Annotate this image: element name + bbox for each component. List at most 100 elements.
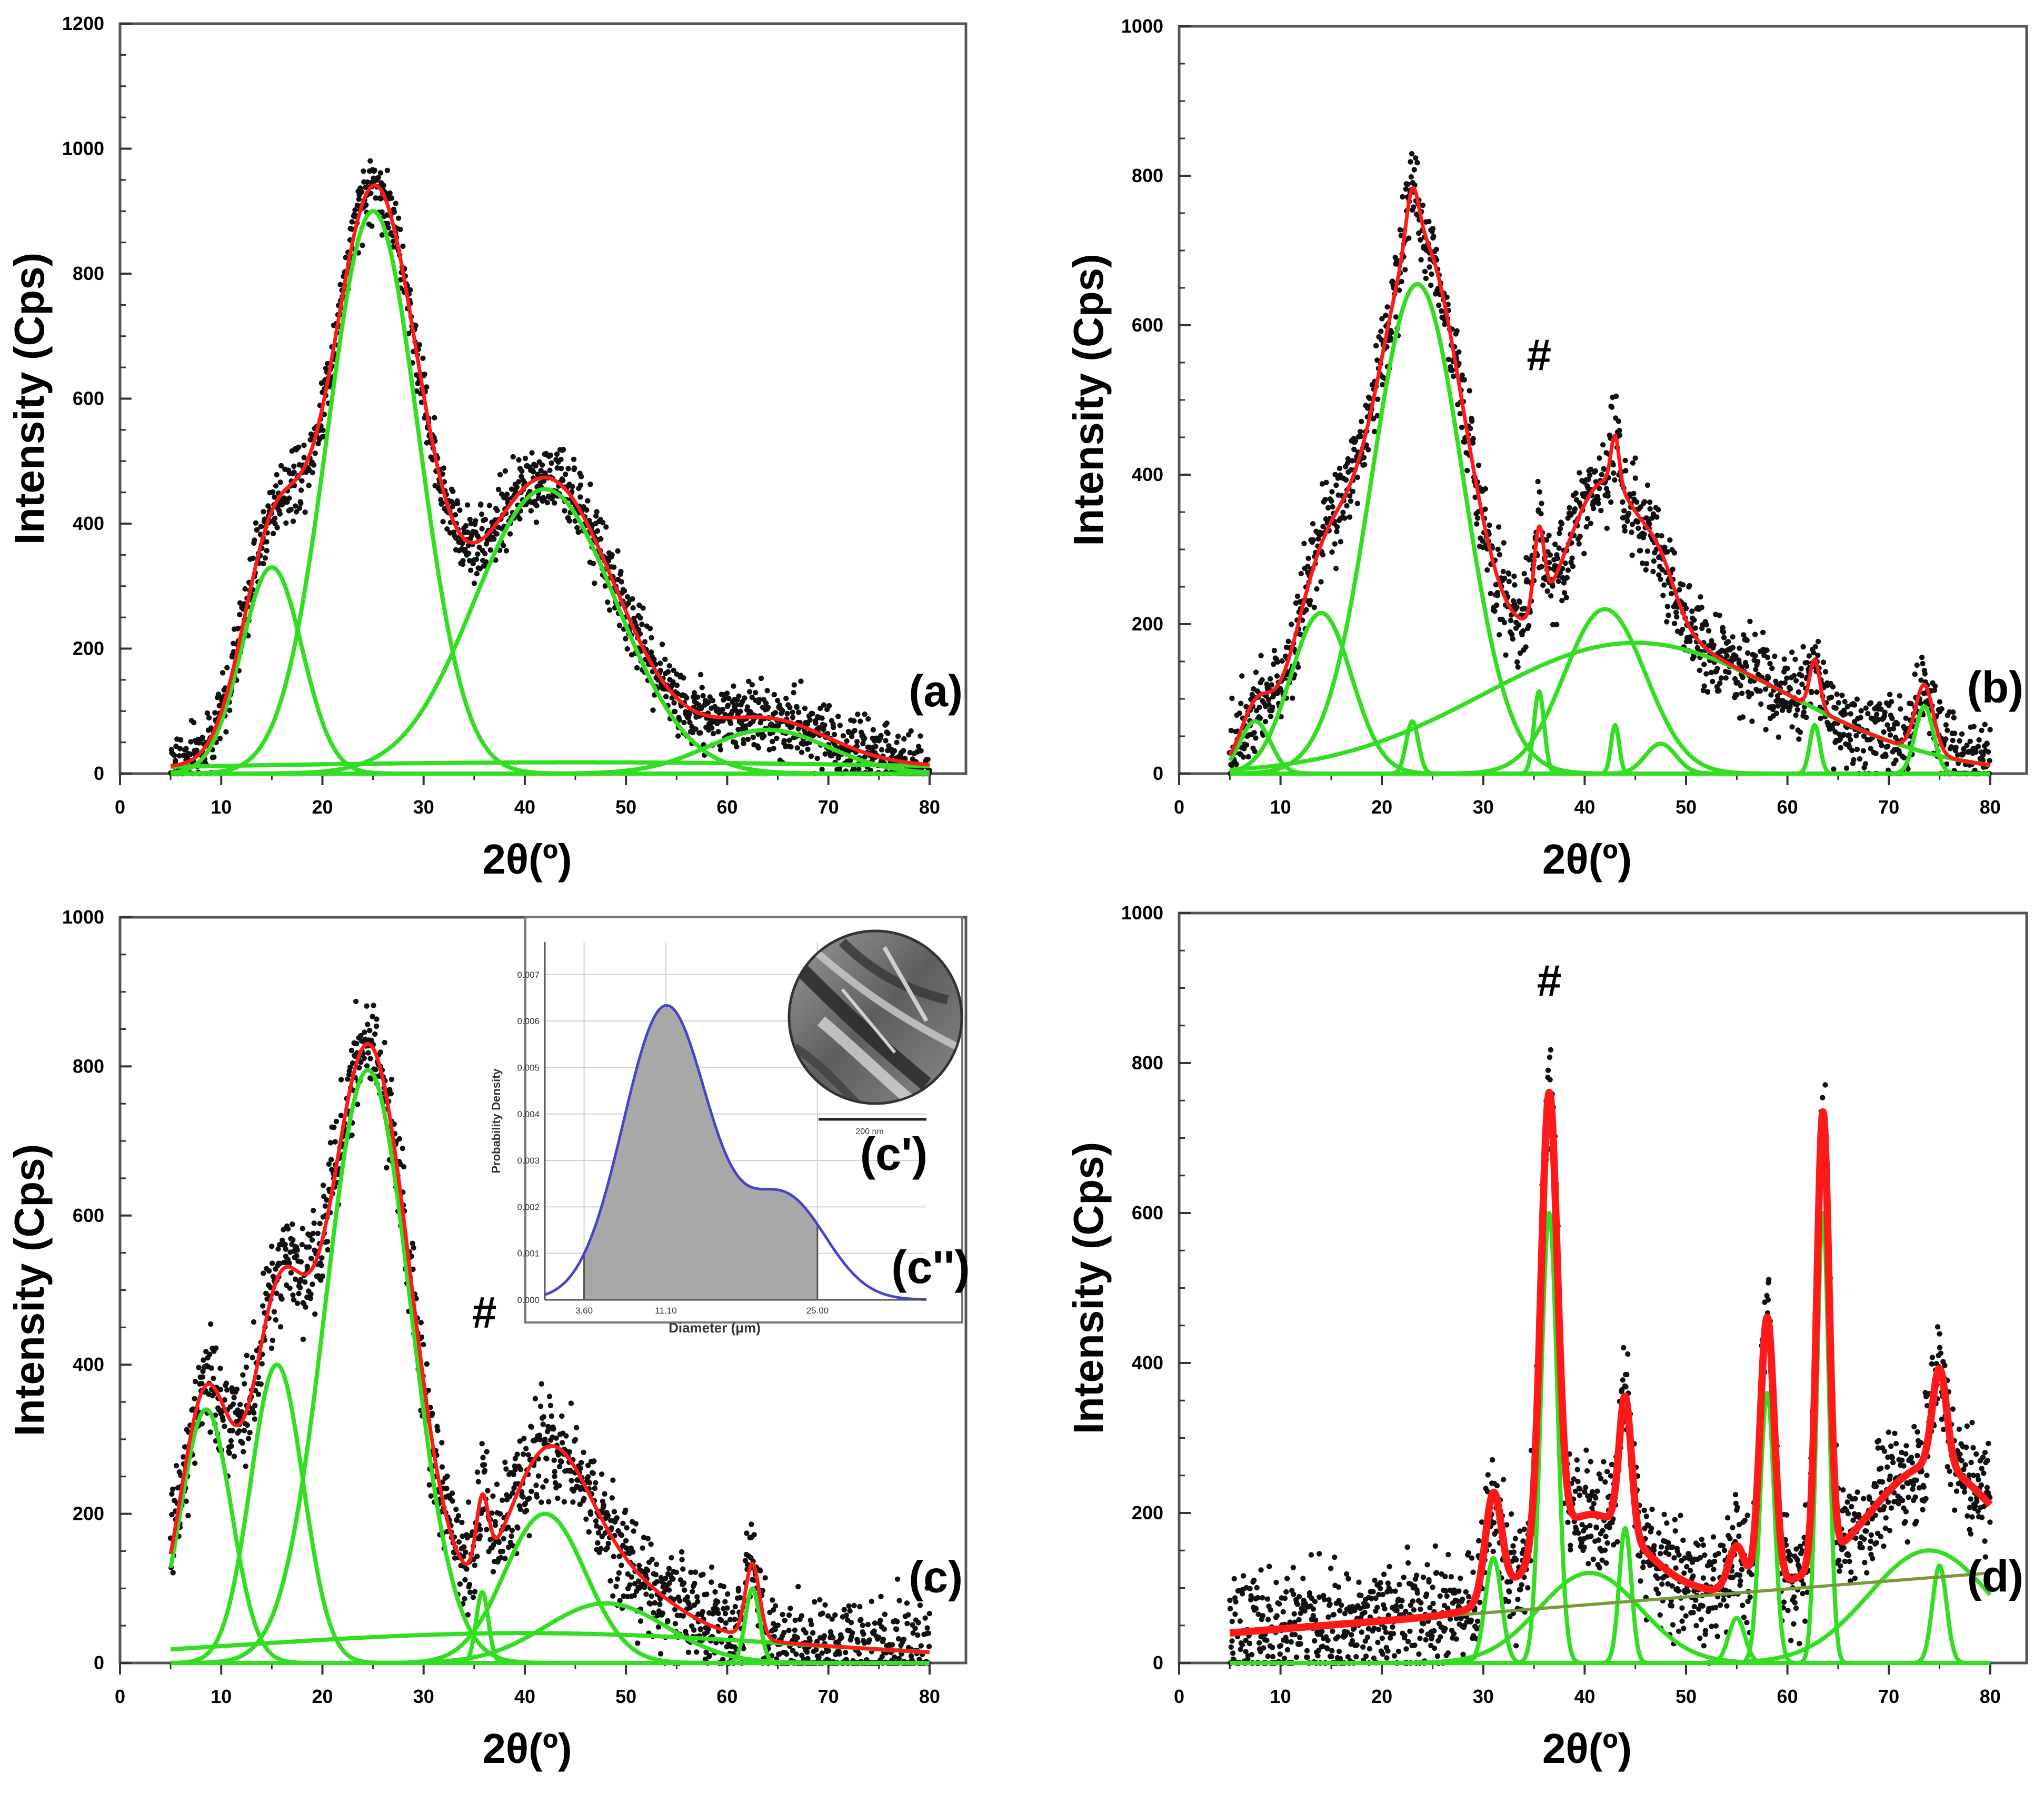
x-tick-label: 40 [514, 1686, 535, 1707]
data-point [1269, 682, 1274, 688]
data-point [1474, 521, 1480, 527]
data-point [1258, 1567, 1264, 1573]
data-point [540, 1484, 546, 1490]
data-point [642, 639, 648, 645]
data-point [826, 703, 832, 709]
data-point [722, 696, 728, 701]
data-point [365, 1050, 371, 1056]
data-point [296, 1290, 302, 1297]
data-point [1641, 499, 1648, 505]
data-point [482, 1468, 488, 1474]
data-point [725, 703, 731, 708]
data-point [1334, 524, 1340, 530]
data-point [636, 602, 642, 608]
data-point [873, 744, 879, 749]
data-point [416, 342, 423, 348]
data-point [633, 1521, 639, 1527]
data-point [763, 700, 769, 706]
data-point [294, 1253, 300, 1259]
data-point [772, 1603, 779, 1609]
data-point [544, 1456, 550, 1462]
data-point [709, 1564, 715, 1570]
data-point [712, 1589, 718, 1595]
data-point [1677, 587, 1682, 593]
data-point [858, 718, 863, 724]
data-point [894, 739, 900, 745]
data-point [306, 1244, 312, 1250]
data-point [401, 1164, 407, 1170]
y-tick-label: 1200 [62, 13, 104, 34]
x-tick-label: 40 [1574, 1686, 1595, 1707]
data-point [1330, 1628, 1335, 1634]
data-point [337, 282, 343, 287]
data-point [220, 670, 226, 676]
data-point [439, 1464, 445, 1470]
data-point [1701, 662, 1707, 667]
data-point [306, 483, 312, 488]
data-point [559, 466, 564, 472]
data-point [1868, 700, 1874, 706]
data-point [480, 1455, 486, 1460]
data-point [460, 558, 466, 564]
data-point [609, 552, 615, 558]
data-point [623, 636, 629, 642]
x-tick-label: 80 [1980, 796, 2001, 818]
data-point [654, 1579, 660, 1585]
data-point [1839, 693, 1845, 698]
data-point [1227, 1597, 1233, 1603]
data-point [1501, 540, 1507, 546]
data-point [602, 583, 609, 589]
data-point [579, 474, 584, 479]
data-point [537, 1404, 544, 1409]
data-point [302, 1279, 308, 1285]
data-point [1587, 472, 1593, 478]
x-tick-label: 70 [1878, 1686, 1899, 1707]
data-point [1647, 499, 1653, 505]
data-point [338, 1077, 344, 1083]
data-point [467, 1589, 473, 1595]
data-point [253, 520, 259, 526]
data-point [770, 738, 775, 745]
data-point [1724, 653, 1730, 659]
data-point [630, 1549, 636, 1555]
data-point [1348, 498, 1354, 504]
data-point [1711, 642, 1717, 648]
data-point [649, 1593, 654, 1599]
data-point [1950, 737, 1956, 744]
data-point [393, 201, 398, 206]
data-point [1561, 590, 1568, 596]
data-point [610, 1593, 616, 1599]
data-point [411, 1245, 416, 1251]
data-point [1283, 1589, 1289, 1595]
data-point [577, 482, 584, 488]
data-point [264, 539, 270, 545]
data-point [1261, 1645, 1267, 1651]
data-point [1914, 662, 1920, 668]
data-point [270, 489, 276, 495]
data-point [1912, 671, 1918, 677]
data-point [1881, 729, 1887, 735]
data-point [560, 477, 566, 484]
data-point [1830, 684, 1836, 690]
x-tick-label: 20 [312, 796, 333, 818]
data-point [1851, 702, 1858, 708]
data-point [286, 495, 292, 501]
data-point [786, 1612, 792, 1618]
x-tick-label: 80 [919, 1686, 940, 1707]
data-point [611, 1509, 617, 1515]
data-point [1230, 1650, 1236, 1656]
data-point [1932, 683, 1938, 689]
data-point [320, 1182, 326, 1188]
data-point [1546, 533, 1552, 538]
data-point [774, 735, 780, 741]
data-point [453, 1507, 459, 1512]
data-point [424, 1361, 430, 1367]
data-point [915, 744, 922, 749]
data-point [851, 766, 856, 772]
data-point [1229, 1638, 1235, 1644]
data-point [880, 1637, 886, 1642]
data-point [883, 738, 889, 744]
data-point [298, 487, 304, 493]
data-point [424, 384, 430, 390]
data-point [547, 1402, 554, 1408]
